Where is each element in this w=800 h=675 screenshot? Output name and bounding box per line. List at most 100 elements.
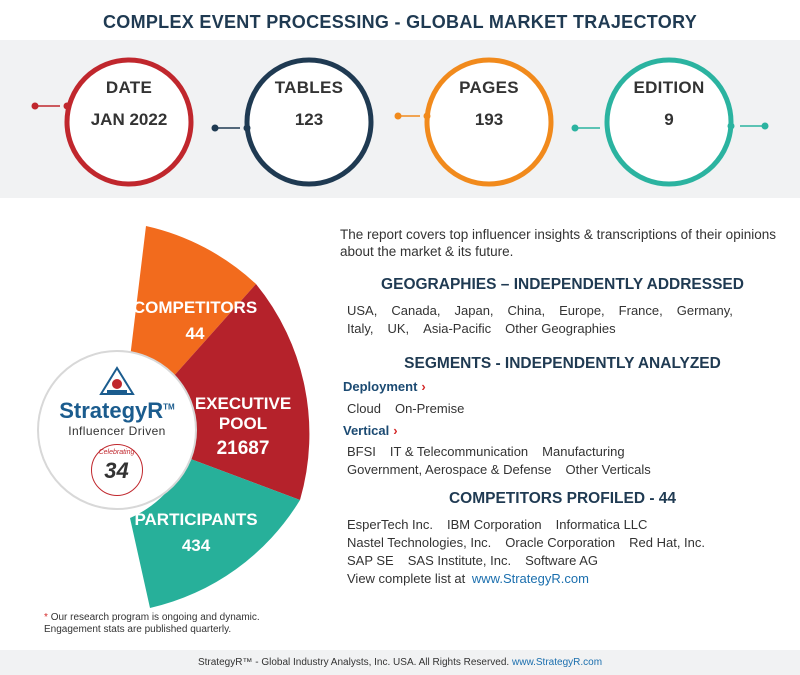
- vertical-row-2: Government, Aerospace & Defense Other Ver…: [347, 462, 665, 477]
- strategyr-logo: StrategyRTM Influencer Driven Celebratin…: [37, 350, 197, 510]
- stat-label: DATE: [105, 78, 153, 97]
- competitor-item: Red Hat, Inc.: [629, 535, 705, 550]
- footer-link[interactable]: www.StrategyR.com: [512, 657, 603, 668]
- view-list-link[interactable]: www.StrategyR.com: [471, 571, 589, 586]
- competitors-row-1: EsperTech Inc. IBM Corporation Informatica…: [347, 517, 661, 532]
- date-ring: [64, 57, 194, 187]
- footnote-line-1: Our research program is ongoing and dyna…: [50, 612, 260, 623]
- vertical-item: Government, Aerospace & Defense: [347, 462, 552, 477]
- geographies-heading: GEOGRAPHIES – INDEPENDENTLY ADDRESSED: [381, 276, 744, 293]
- segments-heading: SEGMENTS - INDEPENDENTLY ANALYZED: [404, 355, 721, 372]
- connector-dot: [211, 124, 219, 132]
- anniversary-badge: Celebrating 34: [91, 444, 143, 496]
- participants-text: PARTICIPANTS 434: [126, 510, 266, 556]
- competitor-item: Software AG: [525, 553, 599, 568]
- stat-value: 9: [664, 110, 674, 129]
- competitor-item: SAS Institute, Inc.: [407, 553, 512, 568]
- competitors-row-3: SAP SE SAS Institute, Inc. Software AG: [347, 553, 612, 568]
- stat-value: JAN 2022: [90, 110, 168, 129]
- deployment-item: On-Premise: [394, 401, 465, 416]
- competitors-segment: [130, 226, 256, 378]
- competitors-label: COMPETITORS: [132, 298, 258, 317]
- stat-value: 123: [294, 110, 324, 129]
- competitor-item: EsperTech Inc.: [347, 517, 433, 532]
- participants-label: PARTICIPANTS: [134, 510, 258, 529]
- logo-mark-icon: [99, 366, 135, 395]
- stat-pages: PAGES 193: [433, 78, 545, 130]
- competitor-item: Informatica LLC: [555, 517, 648, 532]
- geo-item: Germany,: [676, 303, 733, 318]
- executive-value: 21687: [216, 438, 270, 459]
- footer: StrategyR™ - Global Industry Analysts, I…: [0, 650, 800, 675]
- vertical-item: BFSI: [347, 444, 376, 459]
- competitors-row-2: Nastel Technologies, Inc. Oracle Corporat…: [347, 535, 719, 550]
- competitors-heading: COMPETITORS PROFILED - 44: [448, 490, 677, 507]
- stat-edition: EDITION 9: [613, 78, 725, 130]
- geo-item: Italy,: [347, 321, 374, 336]
- participants-value: 434: [181, 536, 211, 555]
- geo-item: Other Geographies: [505, 321, 616, 336]
- pages-ring: [424, 57, 554, 187]
- logo-name: StrategyR: [59, 398, 164, 423]
- vertical-item: IT & Telecommunication: [389, 444, 529, 459]
- geo-item: Europe,: [559, 303, 605, 318]
- edition-ring: [604, 57, 734, 187]
- connector-dot: [394, 112, 402, 120]
- vertical-item: Manufacturing: [542, 444, 625, 459]
- executive-segment: [172, 284, 310, 500]
- footnote-star: *: [44, 612, 48, 623]
- executive-label-2: POOL: [218, 414, 268, 433]
- badge-number: 34: [104, 458, 129, 483]
- executive-label-1: EXECUTIVE: [194, 394, 292, 413]
- intro-text: The report covers top influencer insight…: [340, 227, 776, 259]
- ring-dot: [423, 112, 431, 120]
- geo-item: USA,: [347, 303, 378, 318]
- competitors-value: 44: [185, 324, 205, 343]
- view-list-text: View complete list at: [347, 571, 466, 586]
- footnote-line-2: Engagement stats are published quarterly…: [44, 624, 232, 635]
- view-list-line: View complete list at www.StrategyR.com: [347, 571, 603, 586]
- stats-band: DATE JAN 2022 TABLES 123 PAGES 193 EDITI…: [0, 40, 800, 198]
- geo-item: Japan,: [454, 303, 494, 318]
- logo-tm: TM: [163, 402, 175, 412]
- competitors-text: COMPETITORS 44: [130, 298, 260, 344]
- deployment-item: Cloud: [347, 401, 381, 416]
- vertical-item: Other Verticals: [565, 462, 651, 477]
- stat-label: PAGES: [459, 78, 519, 97]
- deployment-label: Deployment ›: [343, 379, 426, 394]
- executive-text: EXECUTIVE POOL 21687: [188, 394, 298, 460]
- geo-item: China,: [507, 303, 546, 318]
- geo-item: Asia-Pacific: [423, 321, 492, 336]
- participants-segment: [130, 458, 300, 608]
- stat-tables: TABLES 123: [253, 78, 365, 130]
- stat-date: DATE JAN 2022: [73, 78, 185, 130]
- connector-dot: [571, 124, 579, 132]
- stat-value: 193: [474, 110, 504, 129]
- competitor-item: SAP SE: [347, 553, 394, 568]
- footer-text: StrategyR™ - Global Industry Analysts, I…: [197, 657, 510, 668]
- ring-dot: [243, 124, 251, 132]
- report-details: The report covers top influencer insight…: [340, 226, 785, 260]
- vertical-row-1: BFSI IT & Telecommunication Manufacturing: [347, 444, 639, 459]
- geo-item: UK,: [387, 321, 410, 336]
- deployment-items: Cloud On-Premise: [347, 401, 478, 416]
- geographies-row-2: Italy, UK, Asia-Pacific Other Geographies: [347, 321, 630, 336]
- ring-dot: [63, 102, 71, 110]
- geographies-row-1: USA, Canada, Japan, China, Europe, France, Ger…: [347, 303, 747, 318]
- stats-rings: [31, 57, 769, 187]
- logo-tagline: Influencer Driven: [68, 424, 166, 438]
- tables-ring: [244, 57, 374, 187]
- footnote: * Our research program is ongoing and dy…: [44, 612, 260, 636]
- geo-item: Canada,: [391, 303, 441, 318]
- page-title: COMPLEX EVENT PROCESSING - GLOBAL MARKET…: [102, 12, 697, 32]
- connector-dot: [31, 102, 39, 110]
- ring-dot: [727, 122, 735, 130]
- stat-label: TABLES: [274, 78, 344, 97]
- vertical-label: Vertical ›: [343, 423, 398, 438]
- engagement-segments: [130, 226, 310, 608]
- geo-item: France,: [618, 303, 663, 318]
- competitor-item: IBM Corporation: [447, 517, 542, 532]
- competitor-item: Nastel Technologies, Inc.: [347, 535, 492, 550]
- stat-label: EDITION: [633, 78, 705, 97]
- competitor-item: Oracle Corporation: [505, 535, 616, 550]
